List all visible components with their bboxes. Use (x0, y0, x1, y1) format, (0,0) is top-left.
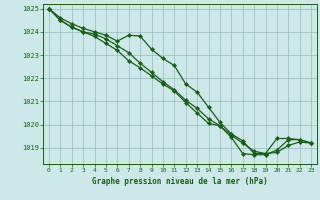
X-axis label: Graphe pression niveau de la mer (hPa): Graphe pression niveau de la mer (hPa) (92, 177, 268, 186)
